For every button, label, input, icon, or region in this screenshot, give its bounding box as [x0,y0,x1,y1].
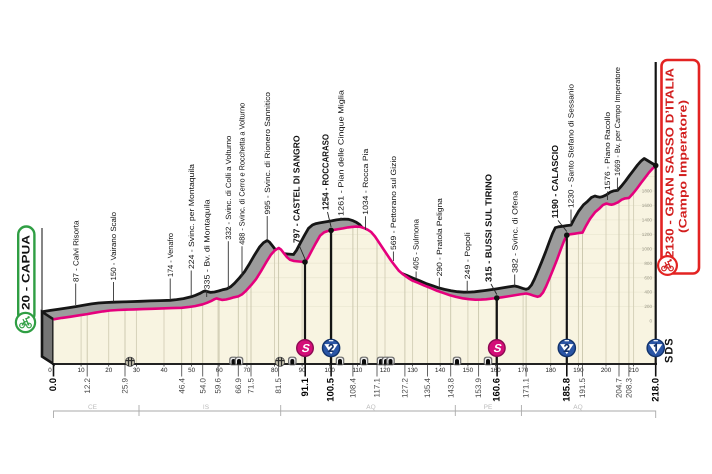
svg-text:0: 0 [48,367,52,374]
svg-text:143.8: 143.8 [446,377,455,398]
svg-text:995 - Svinc. di Rionero Sannit: 995 - Svinc. di Rionero Sannitico [263,92,272,215]
svg-text:50: 50 [188,367,195,374]
svg-text:120: 120 [380,367,391,374]
svg-text:1000: 1000 [642,246,653,251]
svg-text:S: S [492,343,503,355]
svg-text:335 - Bv. di Montaquila: 335 - Bv. di Montaquila [202,198,211,289]
svg-text:135.4: 135.4 [423,377,432,398]
svg-text:(Campo Imperatore): (Campo Imperatore) [678,100,690,233]
svg-text:46.4: 46.4 [177,377,186,393]
svg-text:185.8: 185.8 [561,378,572,402]
svg-text:20 - CAPUA: 20 - CAPUA [21,235,33,310]
svg-text:400: 400 [644,290,652,295]
svg-text:218.0: 218.0 [650,378,661,402]
svg-text:1261 - Pian delle Cinque Migli: 1261 - Pian delle Cinque Miglia [337,89,346,216]
svg-text:224 - Svinc. per Montaquila: 224 - Svinc. per Montaquila [187,163,196,269]
svg-text:71.5: 71.5 [247,377,256,393]
svg-text:59.6: 59.6 [214,377,223,393]
svg-text:249 - Popoli: 249 - Popoli [463,232,472,279]
svg-text:382 - Svinc. di Ofena: 382 - Svinc. di Ofena [510,190,519,273]
svg-text:91.1: 91.1 [300,377,311,396]
svg-text:20: 20 [105,367,112,374]
svg-text:160.6: 160.6 [492,378,503,402]
svg-text:30: 30 [133,367,140,374]
svg-text:405 - Sulmona: 405 - Sulmona [412,218,421,270]
svg-text:488 - Svinc. di Cerro e Rocche: 488 - Svinc. di Cerro e Rocchetta a Volt… [238,103,247,245]
svg-text:117.1: 117.1 [373,377,382,397]
svg-text:80: 80 [271,367,278,374]
svg-text:S: S [300,343,311,355]
svg-text:1200: 1200 [642,232,653,237]
svg-text:90: 90 [299,367,306,374]
svg-text:140: 140 [435,367,446,374]
svg-text:315 - BUSSI SUL TIRINO: 315 - BUSSI SUL TIRINO [484,174,494,282]
svg-text:127.2: 127.2 [401,377,410,398]
svg-text:0.0: 0.0 [48,378,59,391]
svg-text:171.1: 171.1 [522,377,531,398]
svg-text:600: 600 [644,275,652,280]
svg-text:153.9: 153.9 [474,377,483,398]
svg-text:1400: 1400 [642,218,653,223]
svg-text:191.5: 191.5 [578,377,587,398]
svg-text:25.9: 25.9 [121,377,130,393]
svg-text:1230 - Santo Stefano di Sessan: 1230 - Santo Stefano di Sessanio [567,84,576,208]
svg-text:1800: 1800 [642,189,653,194]
svg-text:174 - Venafro: 174 - Venafro [166,233,175,277]
svg-text:PE: PE [484,404,493,411]
svg-text:1576 - Piano Racollo: 1576 - Piano Racollo [603,112,612,190]
svg-text:210: 210 [628,367,639,374]
svg-text:180: 180 [546,367,557,374]
svg-text:40: 40 [161,367,168,374]
svg-text:569 - Pettorano sul Gizio: 569 - Pettorano sul Gizio [389,156,398,250]
svg-text:800: 800 [644,261,652,266]
svg-text:290 - Pratola Peligna: 290 - Pratola Peligna [435,197,444,276]
svg-text:208.3: 208.3 [625,377,634,398]
svg-text:1190 - CALASCIO: 1190 - CALASCIO [550,145,560,219]
svg-text:10: 10 [78,367,85,374]
svg-text:2130 - GRAN SASSO D’ITALIA: 2130 - GRAN SASSO D’ITALIA [665,68,677,258]
svg-text:200: 200 [644,304,652,309]
svg-text:190: 190 [573,367,584,374]
svg-text:0: 0 [649,319,652,324]
svg-text:1034 - Rocca Pia: 1034 - Rocca Pia [361,148,370,215]
svg-text:SDS: SDS [664,337,676,363]
svg-text:150 - Vairano Scalo: 150 - Vairano Scalo [109,212,118,281]
svg-text:AQ: AQ [366,404,375,411]
svg-text:66.9: 66.9 [234,377,243,393]
svg-text:108.4: 108.4 [349,377,358,398]
svg-text:70: 70 [243,367,250,374]
svg-text:87 - Calvi Risorta: 87 - Calvi Risorta [71,220,80,282]
svg-text:160: 160 [490,367,501,374]
svg-text:170: 170 [518,367,529,374]
svg-text:200: 200 [601,367,612,374]
svg-text:CE: CE [88,404,98,411]
svg-text:110: 110 [352,367,362,374]
svg-text:1254 - ROCCARASO: 1254 - ROCCARASO [321,134,331,210]
svg-text:60: 60 [216,367,223,374]
svg-text:332 - Svinc. di Colli a Voltur: 332 - Svinc. di Colli a Volturno [224,136,233,240]
svg-text:54.0: 54.0 [198,377,207,393]
svg-text:IS: IS [203,404,210,411]
svg-text:100.5: 100.5 [326,377,337,401]
svg-text:1600: 1600 [642,203,653,208]
svg-text:AQ: AQ [573,404,582,411]
svg-text:1669 - Bv. per Campo Imperator: 1669 - Bv. per Campo Imperatore [613,67,622,176]
svg-text:12.2: 12.2 [83,377,92,393]
svg-text:797 - CASTEL DI SANGRO: 797 - CASTEL DI SANGRO [291,135,301,243]
svg-text:100: 100 [325,367,336,374]
svg-text:130: 130 [407,367,418,374]
svg-text:204.7: 204.7 [615,377,624,398]
svg-text:81.5: 81.5 [274,377,283,393]
svg-text:150: 150 [463,367,474,374]
